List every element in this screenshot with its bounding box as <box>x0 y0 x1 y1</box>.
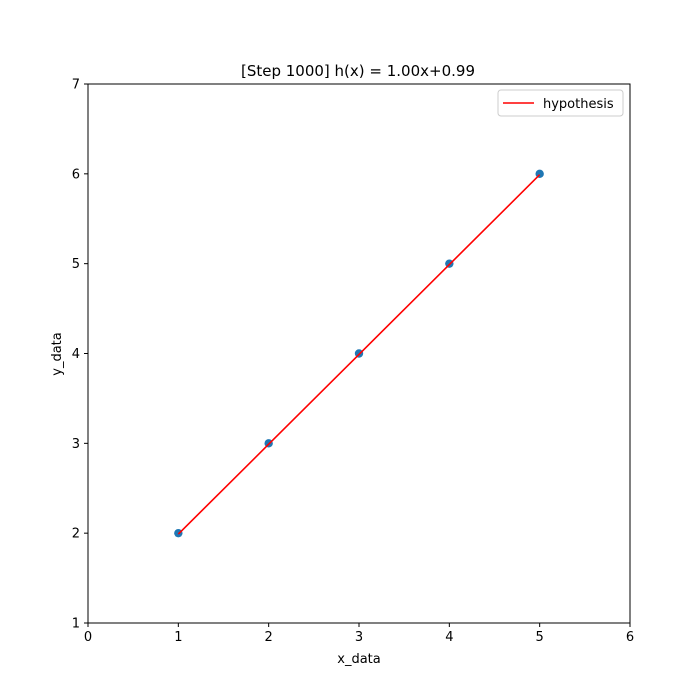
series-layer <box>174 169 544 538</box>
x-axis: 0 1 2 3 4 5 6 <box>84 623 634 645</box>
y-tick-label: 4 <box>72 347 80 362</box>
x-tick-label: 2 <box>265 630 273 645</box>
x-axis-label: x_data <box>337 652 380 667</box>
legend: hypothesis <box>497 89 624 117</box>
y-tick-label: 7 <box>72 78 80 93</box>
x-tick-label: 5 <box>536 630 544 645</box>
x-tick-label: 0 <box>84 630 92 645</box>
y-tick-label: 5 <box>72 257 80 272</box>
y-tick-label: 1 <box>72 617 80 632</box>
y-tick-label: 6 <box>72 167 80 182</box>
hypothesis-line <box>177 174 541 535</box>
x-tick-label: 6 <box>626 630 634 645</box>
x-tick-label: 3 <box>355 630 363 645</box>
x-tick-label: 4 <box>445 630 453 645</box>
chart-title: [Step 1000] h(x) = 1.00x+0.99 <box>241 62 475 80</box>
y-axis: 1 2 3 4 5 6 7 <box>72 78 88 632</box>
y-tick-label: 3 <box>72 437 80 452</box>
y-tick-label: 2 <box>72 527 80 542</box>
legend-label-hypothesis: hypothesis <box>543 97 614 112</box>
x-tick-label: 1 <box>174 630 182 645</box>
legend-box <box>497 89 624 117</box>
y-axis-label: y_data <box>50 332 65 375</box>
